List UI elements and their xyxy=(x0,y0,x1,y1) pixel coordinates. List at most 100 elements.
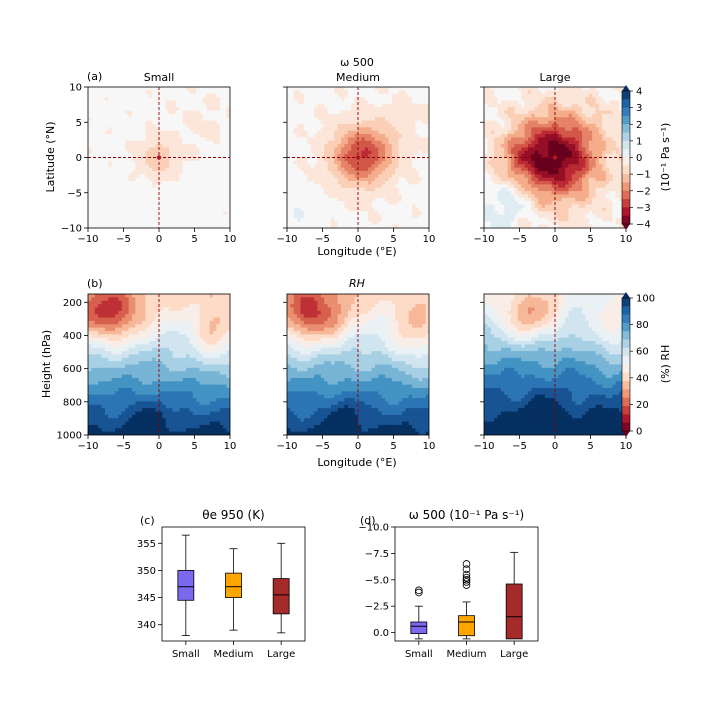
y-tick-label: −5.0 xyxy=(365,575,389,586)
x-tick-label: 10 xyxy=(224,441,237,452)
x-tick-label-medium: Medium xyxy=(214,649,254,660)
colorbar-tick-label: 4 xyxy=(636,87,642,98)
x-tick-label: −10 xyxy=(473,234,494,245)
outlier-point xyxy=(462,560,471,568)
x-tick-label: −5 xyxy=(512,234,527,245)
x-tick-label: −10 xyxy=(276,234,297,245)
colorbar-tick-label: 40 xyxy=(636,373,649,384)
colorbar-segment xyxy=(622,107,630,117)
outlier-point xyxy=(462,573,471,582)
center-point xyxy=(355,155,361,160)
x-tick-label: 5 xyxy=(587,441,593,452)
x-tick-label-large: Large xyxy=(267,649,295,660)
colorbar-segment xyxy=(622,190,630,200)
omega-colorbar: 4 3 2 1 0 −1 −2 −3 −4 xyxy=(621,85,651,231)
panel-title-small: Small xyxy=(144,71,175,84)
y-tick-label: 10 xyxy=(69,83,82,94)
center-point xyxy=(156,155,162,160)
x-tick-label: −5 xyxy=(512,441,527,452)
colorbar-segment xyxy=(622,140,630,150)
x-tick-label: 0 xyxy=(355,441,361,452)
y-tick-label: −7.5 xyxy=(365,549,389,560)
x-tick-label: 0 xyxy=(156,441,162,452)
x-tick-label: −10 xyxy=(473,441,494,452)
x-tick-label: −5 xyxy=(116,441,131,452)
omega-panel-medium xyxy=(287,87,429,228)
colorbar-tick-label: 0 xyxy=(636,427,642,438)
colorbar-segment xyxy=(622,174,630,183)
colorbar-extend-top xyxy=(622,292,630,298)
colorbar-tick-label: 80 xyxy=(636,320,649,331)
x-tick-label: 5 xyxy=(390,234,396,245)
y-tick-label: −10 xyxy=(61,224,82,235)
x-tick-label: 5 xyxy=(587,234,593,245)
xlabel-row-b: Longitude (°E) xyxy=(317,456,396,469)
x-tick-label: 10 xyxy=(620,441,633,452)
colorbar-tick-label: 1 xyxy=(636,136,642,147)
colorbar-segment xyxy=(622,381,630,390)
colorbar-segment xyxy=(622,124,630,134)
colorbar-tick-label: 0 xyxy=(636,153,642,164)
y-tick-label: 800 xyxy=(63,397,82,408)
box-small xyxy=(410,621,428,635)
x-tick-label: 5 xyxy=(191,441,197,452)
center-point xyxy=(552,155,558,160)
x-tick-label: 10 xyxy=(423,441,436,452)
x-tick-label: 5 xyxy=(191,234,197,245)
panel-b-label: (b) xyxy=(87,277,103,290)
colorbar-segment xyxy=(622,314,630,324)
x-tick-label: 10 xyxy=(224,234,237,245)
colorbar-segment xyxy=(622,207,630,217)
colorbar-segment xyxy=(622,115,630,125)
rh-colorbar: 100 80 60 40 20 0 xyxy=(621,292,655,438)
colorbar-segment xyxy=(622,322,630,332)
x-tick-label: −10 xyxy=(77,441,98,452)
x-tick-label: 10 xyxy=(620,234,633,245)
colorbar-tick-label: −2 xyxy=(636,186,651,197)
outlier-point xyxy=(462,578,471,586)
theta_e_box: θe 950 (K) 340 345 350 355 Small Medium Large xyxy=(137,508,306,660)
colorbar-extend-bottom xyxy=(622,431,630,437)
colorbar-tick-label: 3 xyxy=(636,103,642,114)
colorbar-segment xyxy=(622,364,630,374)
colorbar-segment xyxy=(622,397,630,407)
colorbar-tick-label: 100 xyxy=(636,294,655,305)
colorbar-a-label: (10⁻¹ Pa s⁻¹) xyxy=(659,123,672,192)
colorbar-segment xyxy=(622,91,630,100)
rh-panel-medium xyxy=(287,294,429,435)
y-tick-label: 355 xyxy=(137,539,156,550)
y-tick-label: 350 xyxy=(137,566,156,577)
colorbar-segment xyxy=(622,372,630,382)
y-tick-label: 340 xyxy=(137,620,156,631)
x-tick-label-small: Small xyxy=(172,649,200,660)
colorbar-segment xyxy=(622,182,630,192)
panel-c-label: (c) xyxy=(140,514,155,527)
panel-a-label: (a) xyxy=(87,70,102,83)
outlier-point xyxy=(462,581,471,589)
colorbar-segment xyxy=(622,422,630,432)
heatmap-layer xyxy=(88,87,626,435)
colorbar-segment xyxy=(622,414,630,424)
x-tick-label: 10 xyxy=(423,234,436,245)
chart-title: θe 950 (K) xyxy=(202,508,265,522)
panel-title-large: Large xyxy=(540,71,571,84)
outlier-point xyxy=(415,588,423,597)
y-tick-label: 5 xyxy=(76,118,82,129)
colorbar-segment xyxy=(622,199,630,208)
omega-row-title: ω 500 xyxy=(340,56,374,69)
y-tick-label: 600 xyxy=(63,364,82,375)
x-tick-label: 0 xyxy=(552,441,558,452)
colorbar-segment xyxy=(622,215,630,225)
x-tick-label-small: Small xyxy=(405,649,433,660)
panel-title-medium: Medium xyxy=(336,71,380,84)
colorbar-segment xyxy=(622,339,630,349)
colorbar-segment xyxy=(622,389,630,399)
rh-axes-small: −10 −5 0 5 10 200 400 600 800 1000 xyxy=(57,293,237,452)
x-tick-label: −10 xyxy=(276,441,297,452)
colorbar-segment xyxy=(622,298,630,307)
colorbar-tick-label: −1 xyxy=(636,170,651,181)
y-tick-label: 400 xyxy=(63,331,82,342)
